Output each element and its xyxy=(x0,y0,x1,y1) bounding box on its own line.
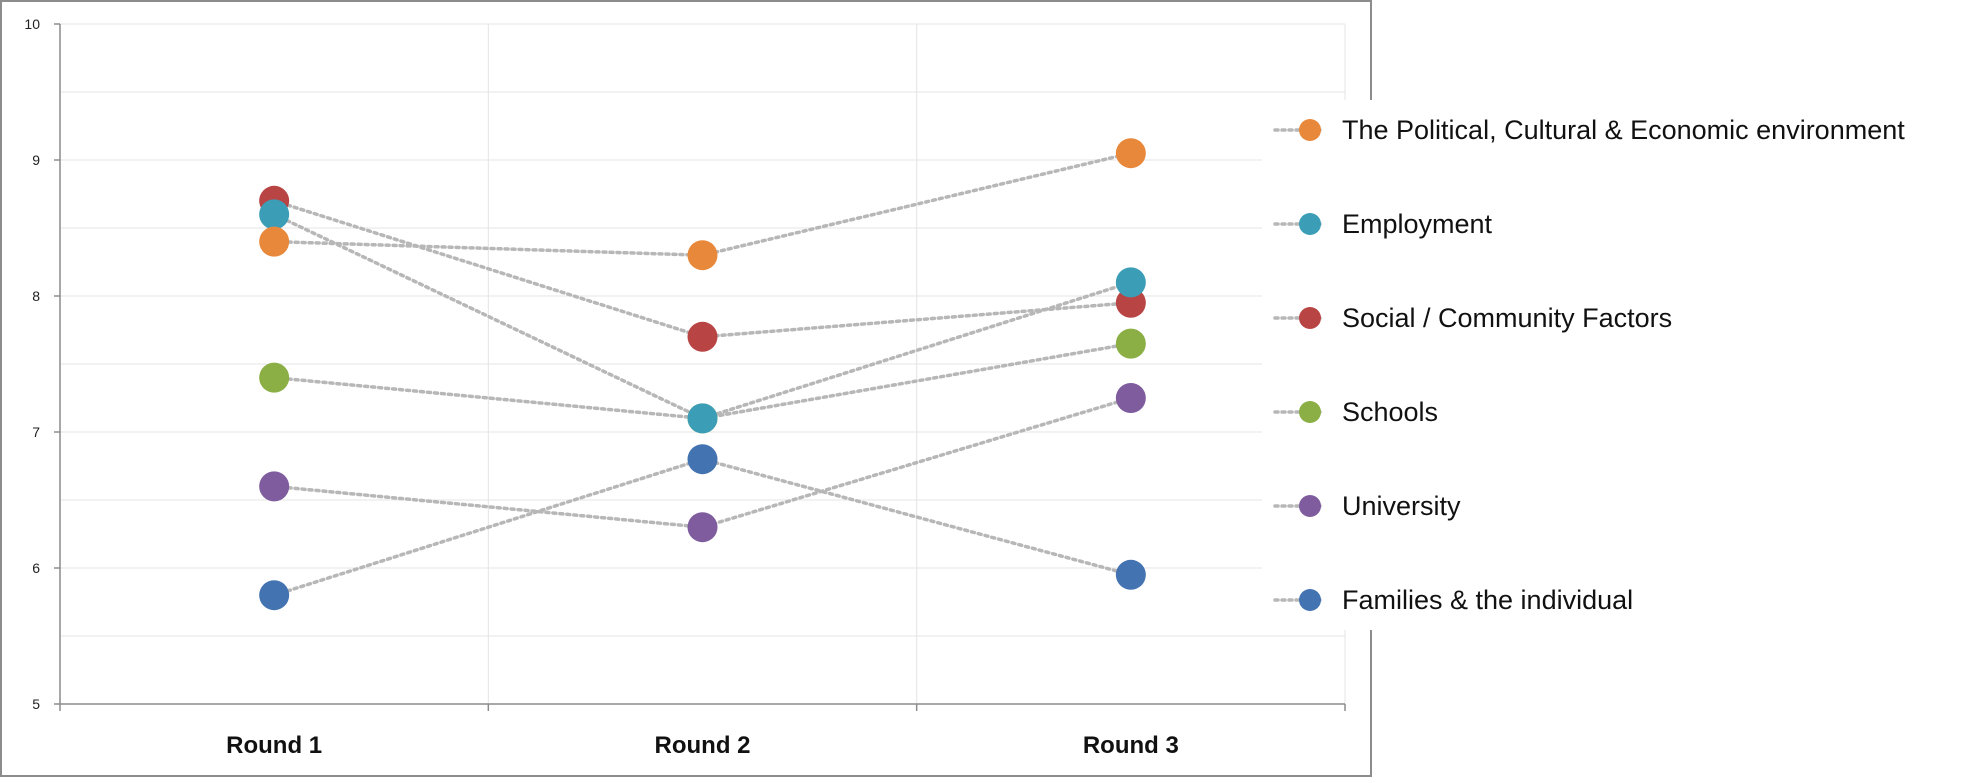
data-point xyxy=(687,240,718,271)
x-tick-label: Round 2 xyxy=(655,732,751,759)
data-point xyxy=(1115,383,1146,413)
axes: 5 6 7 8 9 10 Round 1 Round 2 Round 3 xyxy=(24,16,1346,759)
data-point xyxy=(259,226,290,257)
legend-marker xyxy=(1299,401,1321,423)
legend-label: Employment xyxy=(1342,209,1493,239)
data-point xyxy=(259,362,290,393)
legend-label: Families & the individual xyxy=(1342,585,1633,615)
legend: The Political, Cultural & Economic envir… xyxy=(1273,115,1905,615)
data-point xyxy=(1115,138,1146,169)
legend-marker xyxy=(1299,495,1321,517)
series-points xyxy=(259,138,1146,611)
legend-marker xyxy=(1299,213,1321,235)
data-point xyxy=(259,471,290,502)
y-tick-label: 7 xyxy=(32,424,40,440)
data-point xyxy=(687,321,718,352)
data-point xyxy=(687,512,718,543)
y-tick-label: 6 xyxy=(32,560,40,576)
data-point xyxy=(1115,328,1146,359)
legend-marker xyxy=(1299,589,1321,611)
legend-box xyxy=(1262,100,1975,630)
legend-label: Social / Community Factors xyxy=(1342,303,1672,333)
legend-label: Schools xyxy=(1342,397,1438,427)
legend-label: University xyxy=(1342,491,1461,521)
data-point xyxy=(259,199,290,230)
x-tick-label: Round 3 xyxy=(1083,732,1179,759)
x-tick-label: Round 1 xyxy=(226,732,322,759)
data-point xyxy=(1115,559,1146,590)
y-tick-label: 10 xyxy=(24,16,40,32)
legend-marker xyxy=(1299,307,1321,329)
y-tick-label: 9 xyxy=(32,152,40,168)
data-point xyxy=(1115,267,1146,298)
data-point xyxy=(259,580,290,611)
data-point xyxy=(687,444,718,475)
legend-label: The Political, Cultural & Economic envir… xyxy=(1342,115,1905,145)
legend-marker xyxy=(1299,119,1321,141)
y-tick-label: 8 xyxy=(32,288,40,304)
data-point xyxy=(687,403,718,434)
y-tick-label: 5 xyxy=(32,696,40,712)
